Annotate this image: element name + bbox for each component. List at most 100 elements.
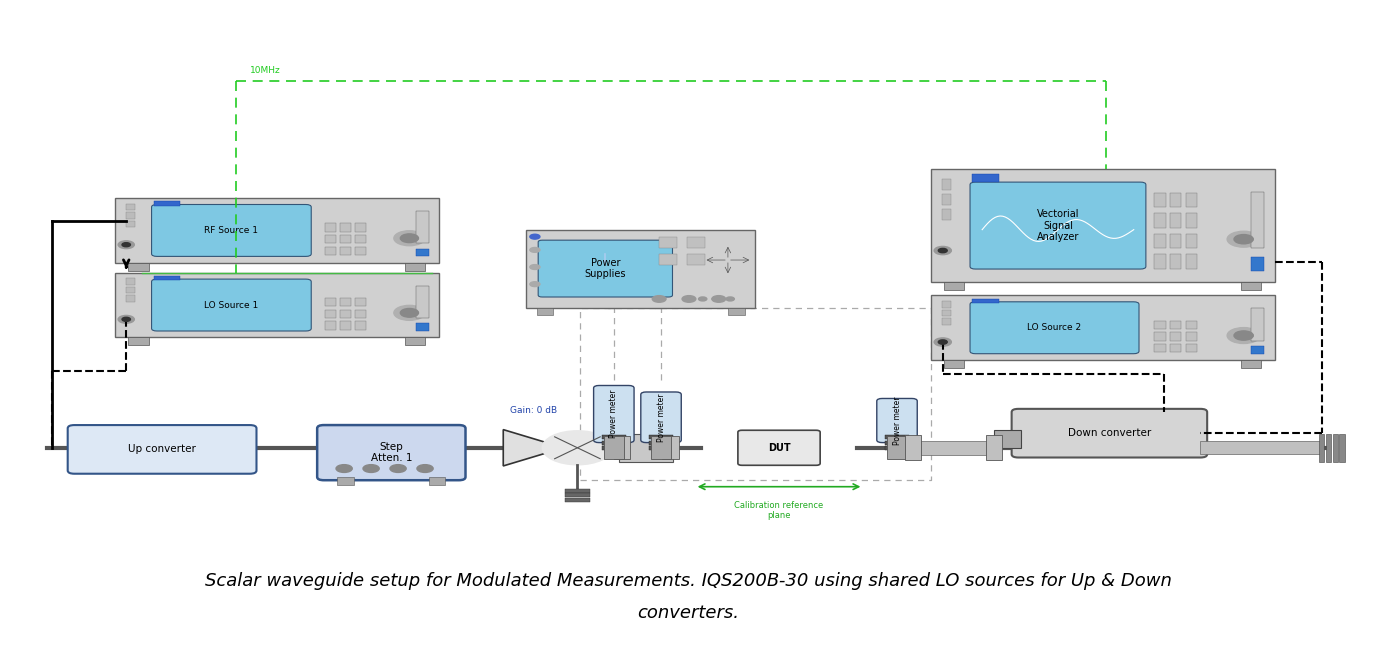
Bar	[154, 276, 180, 281]
Bar	[1186, 332, 1197, 341]
Bar	[416, 211, 429, 244]
Bar	[941, 318, 951, 324]
Bar	[941, 179, 951, 191]
Bar	[687, 237, 705, 248]
Bar	[154, 201, 180, 206]
Bar	[1170, 344, 1182, 352]
Bar	[905, 436, 922, 460]
Circle shape	[1234, 331, 1254, 340]
FancyBboxPatch shape	[970, 182, 1146, 269]
FancyBboxPatch shape	[970, 302, 1139, 354]
Text: LO Source 1: LO Source 1	[204, 301, 259, 310]
Bar	[340, 235, 351, 244]
Bar	[355, 310, 366, 318]
Bar	[325, 223, 336, 232]
Circle shape	[118, 315, 135, 323]
Bar	[1251, 308, 1265, 341]
Bar	[1170, 320, 1182, 329]
Bar	[914, 441, 991, 455]
Bar	[604, 436, 623, 459]
Text: Power
Supplies: Power Supplies	[585, 258, 626, 279]
FancyBboxPatch shape	[538, 240, 673, 297]
Circle shape	[417, 465, 433, 473]
Circle shape	[727, 297, 735, 301]
Bar	[416, 285, 429, 318]
Bar	[405, 263, 425, 271]
Bar	[1154, 193, 1165, 207]
FancyBboxPatch shape	[930, 169, 1274, 282]
Bar	[1339, 434, 1344, 462]
Bar	[340, 247, 351, 255]
Text: Up converter: Up converter	[128, 444, 195, 454]
Bar	[993, 430, 1021, 448]
Bar	[944, 282, 965, 290]
Bar	[619, 434, 673, 462]
Bar	[1170, 213, 1182, 228]
Circle shape	[389, 465, 406, 473]
FancyBboxPatch shape	[67, 425, 256, 474]
Bar	[125, 279, 135, 285]
Bar	[687, 254, 705, 265]
Bar	[1200, 442, 1322, 454]
Bar	[971, 175, 999, 183]
Bar	[1326, 434, 1331, 462]
Bar	[325, 235, 336, 244]
FancyBboxPatch shape	[593, 385, 634, 443]
Bar	[1154, 332, 1165, 341]
Text: Power meter: Power meter	[656, 393, 666, 442]
Bar	[941, 301, 951, 308]
Bar	[125, 204, 135, 211]
FancyBboxPatch shape	[116, 273, 439, 338]
FancyBboxPatch shape	[116, 198, 439, 263]
Bar	[125, 295, 135, 302]
Bar	[325, 247, 336, 255]
Bar	[125, 220, 135, 227]
Text: RF Source 1: RF Source 1	[205, 226, 259, 235]
Bar	[1241, 282, 1260, 290]
Bar	[1170, 332, 1182, 341]
Circle shape	[394, 231, 425, 246]
Circle shape	[652, 296, 666, 303]
Text: Power meter: Power meter	[610, 390, 618, 438]
Bar	[1332, 434, 1337, 462]
Bar	[340, 321, 351, 330]
Circle shape	[122, 317, 131, 321]
Circle shape	[934, 338, 951, 346]
Bar	[355, 223, 366, 232]
Bar	[1154, 254, 1165, 269]
Bar	[971, 299, 999, 303]
FancyBboxPatch shape	[151, 279, 311, 331]
Bar	[340, 298, 351, 307]
Polygon shape	[504, 430, 564, 466]
Circle shape	[530, 248, 539, 252]
Bar	[1241, 360, 1260, 368]
Circle shape	[1234, 234, 1254, 244]
Circle shape	[118, 241, 135, 249]
Circle shape	[530, 234, 539, 239]
Bar	[355, 247, 366, 255]
Circle shape	[654, 447, 669, 455]
Bar	[355, 298, 366, 307]
Bar	[325, 321, 336, 330]
Circle shape	[394, 305, 425, 320]
Bar	[659, 237, 677, 248]
Bar	[941, 209, 951, 220]
Bar	[601, 446, 626, 449]
Circle shape	[682, 296, 696, 303]
Bar	[125, 213, 135, 218]
Circle shape	[530, 282, 539, 287]
Bar	[566, 489, 589, 493]
Bar	[340, 223, 351, 232]
Text: Vectorial
Signal
Analyzer: Vectorial Signal Analyzer	[1036, 209, 1079, 242]
Bar	[885, 436, 910, 440]
FancyBboxPatch shape	[151, 205, 311, 256]
FancyBboxPatch shape	[877, 399, 918, 443]
Bar	[325, 298, 336, 307]
Circle shape	[934, 246, 951, 255]
Bar	[1186, 234, 1197, 248]
Text: Calibration reference
plane: Calibration reference plane	[735, 501, 824, 520]
Circle shape	[699, 297, 707, 301]
Circle shape	[1227, 328, 1260, 344]
FancyBboxPatch shape	[930, 295, 1274, 360]
FancyBboxPatch shape	[526, 230, 755, 308]
